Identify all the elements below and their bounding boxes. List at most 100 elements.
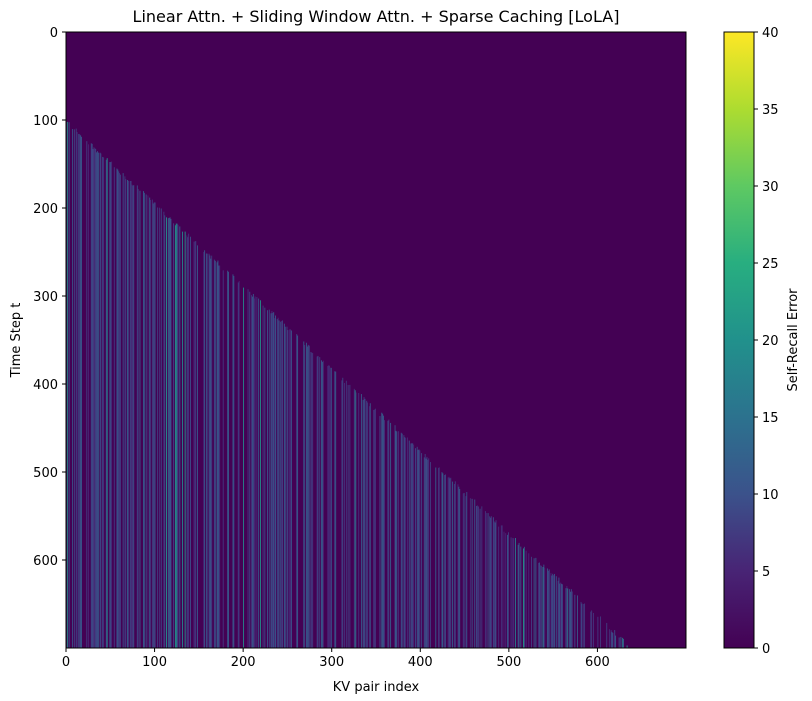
heatmap-column bbox=[159, 207, 160, 648]
heatmap-column bbox=[276, 319, 278, 648]
heatmap-column bbox=[150, 199, 152, 648]
heatmap-column bbox=[421, 453, 423, 648]
heatmap-column bbox=[493, 521, 495, 648]
heatmap-column bbox=[354, 390, 356, 648]
heatmap-column bbox=[547, 570, 549, 648]
heatmap-column bbox=[520, 546, 522, 648]
heatmap-column bbox=[328, 365, 330, 648]
heatmap-column bbox=[507, 532, 509, 648]
heatmap-column bbox=[137, 189, 139, 648]
heatmap-column bbox=[491, 516, 493, 648]
heatmap-column bbox=[531, 556, 532, 648]
heatmap-column bbox=[542, 566, 544, 648]
heatmap-column bbox=[149, 197, 151, 648]
heatmap-column bbox=[373, 409, 375, 648]
heatmap-column bbox=[253, 298, 255, 648]
heatmap-column bbox=[271, 310, 273, 648]
heatmap-column bbox=[111, 161, 113, 648]
heatmap-column bbox=[533, 558, 535, 648]
heatmap-column bbox=[219, 265, 221, 648]
heatmap-column bbox=[247, 289, 249, 648]
heatmap-column bbox=[481, 506, 483, 648]
x-tick-label: 600 bbox=[585, 655, 610, 670]
heatmap-column bbox=[416, 446, 418, 648]
heatmap-column bbox=[374, 409, 376, 648]
heatmap-column bbox=[379, 416, 381, 648]
heatmap-column bbox=[170, 218, 172, 648]
heatmap-column bbox=[204, 250, 206, 648]
heatmap-column bbox=[558, 577, 560, 648]
heatmap-column bbox=[403, 435, 405, 648]
heatmap-column bbox=[93, 147, 95, 648]
heatmap-column bbox=[282, 320, 283, 648]
x-tick-label: 200 bbox=[231, 655, 256, 670]
heatmap-column bbox=[216, 262, 218, 648]
heatmap-column bbox=[267, 310, 268, 648]
plot-frame bbox=[65, 31, 687, 649]
heatmap-column bbox=[90, 143, 92, 648]
heatmap-column bbox=[296, 334, 298, 648]
x-tick-label: 0 bbox=[62, 655, 70, 670]
heatmap-column bbox=[523, 548, 524, 648]
heatmap-column bbox=[485, 512, 487, 648]
heatmap-column bbox=[394, 425, 396, 648]
heatmap-column bbox=[383, 420, 385, 648]
heatmap-column bbox=[360, 394, 362, 648]
heatmap-column bbox=[322, 360, 324, 648]
heatmap-column bbox=[136, 185, 138, 648]
heatmap-column bbox=[474, 499, 476, 648]
heatmap-column bbox=[125, 179, 127, 648]
heatmap-column bbox=[92, 149, 94, 648]
heatmap-column bbox=[88, 144, 90, 648]
y-tick-label: 0 bbox=[50, 26, 58, 41]
heatmap-column bbox=[327, 365, 329, 648]
heatmap-column bbox=[186, 235, 188, 648]
heatmap-column bbox=[369, 403, 371, 648]
heatmap-column bbox=[129, 181, 131, 648]
heatmap-column bbox=[238, 281, 240, 648]
heatmap-column bbox=[552, 573, 554, 648]
heatmap-column bbox=[454, 481, 456, 648]
heatmap-column bbox=[130, 180, 132, 648]
heatmap-column bbox=[122, 173, 124, 648]
heatmap-column bbox=[400, 432, 402, 648]
heatmap-column bbox=[139, 190, 141, 648]
heatmap-column bbox=[606, 622, 608, 648]
heatmap-column bbox=[342, 377, 344, 648]
heatmap-column bbox=[304, 345, 306, 648]
heatmap-column bbox=[494, 522, 496, 648]
heatmap-column bbox=[167, 218, 169, 648]
heatmap-column bbox=[428, 458, 430, 648]
heatmap-column bbox=[423, 457, 425, 648]
heatmap-column bbox=[435, 467, 437, 648]
heatmap-column bbox=[557, 580, 559, 648]
heatmap-column bbox=[410, 443, 412, 648]
heatmap-column bbox=[412, 443, 414, 648]
heatmap-column bbox=[507, 534, 508, 648]
heatmap-column bbox=[610, 630, 612, 648]
heatmap-column bbox=[321, 361, 323, 648]
heatmap-column bbox=[364, 398, 366, 648]
heatmap-column bbox=[525, 550, 527, 648]
heatmap-column bbox=[463, 492, 465, 648]
heatmap-column bbox=[548, 569, 550, 648]
heatmap-column bbox=[614, 630, 616, 648]
heatmap-column bbox=[131, 184, 133, 648]
heatmap-column bbox=[311, 352, 313, 648]
heatmap-column bbox=[626, 645, 628, 648]
heatmap-column bbox=[243, 287, 245, 648]
heatmap-column bbox=[268, 309, 270, 648]
heatmap-column bbox=[620, 636, 622, 648]
heatmap-column bbox=[258, 298, 260, 648]
heatmap-column bbox=[321, 360, 322, 648]
heatmap-column bbox=[404, 437, 406, 648]
heatmap-column bbox=[407, 437, 408, 648]
heatmap-column bbox=[297, 335, 299, 648]
colorbar-tick-label: 10 bbox=[762, 488, 779, 503]
heatmap-column bbox=[476, 505, 477, 648]
heatmap-column bbox=[458, 486, 460, 648]
heatmap-column bbox=[505, 533, 507, 648]
heatmap-column bbox=[387, 420, 389, 648]
heatmap-column bbox=[203, 251, 205, 648]
